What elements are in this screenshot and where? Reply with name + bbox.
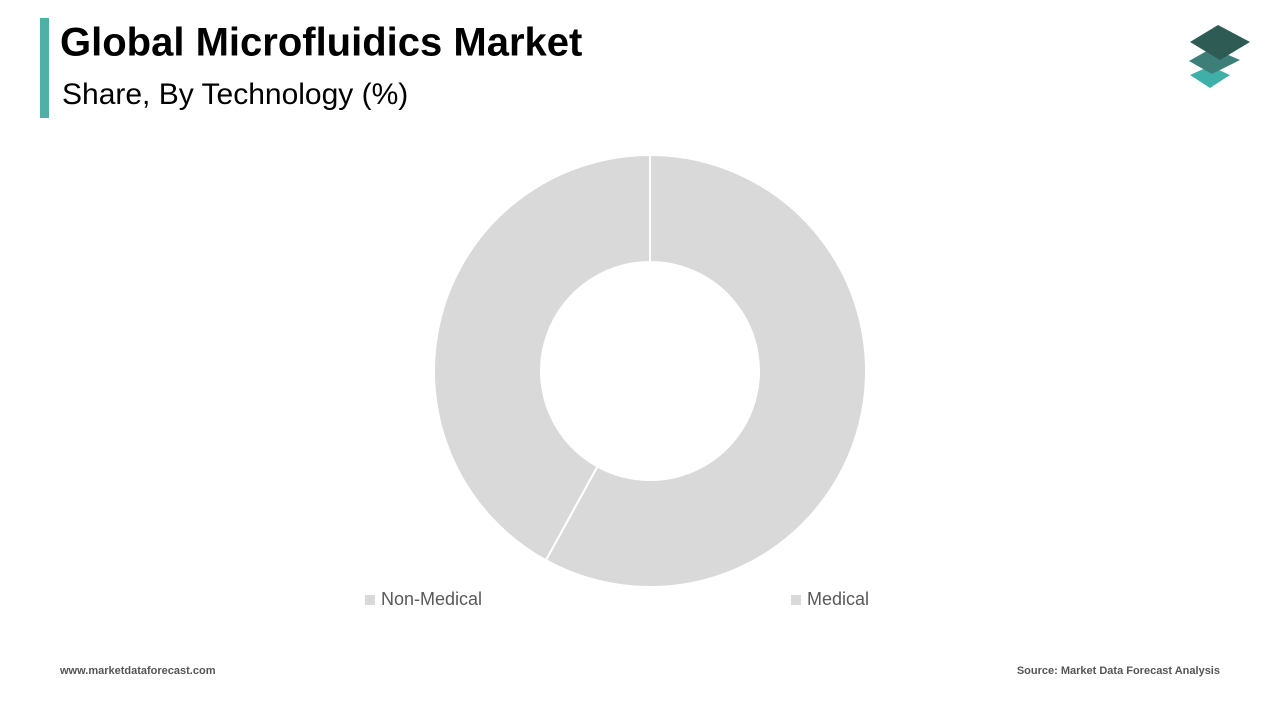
logo [1189, 25, 1250, 88]
donut-segment [544, 153, 867, 588]
legend-label: Medical [807, 589, 869, 609]
title-accent [40, 18, 49, 118]
footer-website: www.marketdataforecast.com [59, 665, 216, 677]
chart-subtitle: Share, By Technology (%) [62, 78, 408, 111]
legend-label: Non-Medical [381, 589, 482, 609]
legend-swatch [365, 595, 375, 605]
chart-title: Global Microfluidics Market [60, 21, 582, 65]
legend-swatch [791, 595, 801, 605]
footer-source: Source: Market Data Forecast Analysis [1017, 665, 1220, 677]
donut-segment [433, 153, 651, 562]
